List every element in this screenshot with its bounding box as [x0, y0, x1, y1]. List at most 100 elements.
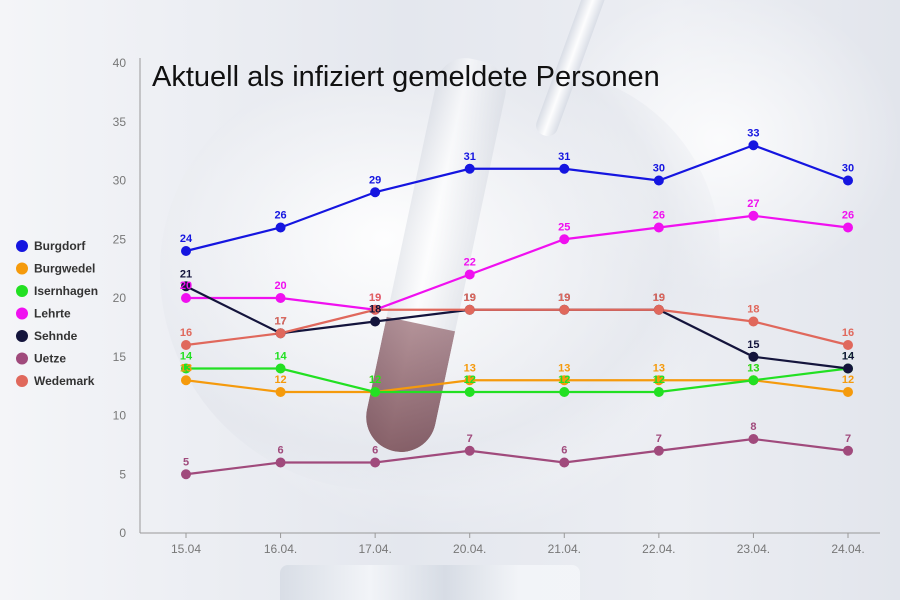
series-line-burgdorf [185, 144, 849, 253]
data-point [748, 140, 759, 151]
data-point [559, 387, 570, 397]
axes: 0 5 10 15 20 25 30 35 40 15.04 16.04. 17.04. 20.04. 2… [113, 56, 880, 556]
data-label: 7 [656, 433, 662, 445]
chart-title: Aktuell als infiziert gemeldete Personen [152, 61, 660, 93]
data-label: 8 [750, 421, 756, 433]
data-point [653, 222, 664, 233]
data-label: 12 [842, 374, 854, 386]
legend-label: Wedemark [34, 374, 95, 388]
x-tick-label: 17.04. [358, 542, 391, 556]
data-point [559, 304, 570, 315]
legend-label: Lehrte [34, 307, 71, 321]
legend-label: Isernhagen [34, 284, 98, 298]
x-tick-label: 21.04. [548, 542, 581, 556]
data-label: 6 [278, 445, 284, 457]
data-point [181, 363, 191, 374]
x-tick-label: 22.04. [642, 542, 675, 556]
series-line-wedemark [185, 308, 849, 347]
data-point [559, 234, 570, 245]
data-point [843, 363, 853, 374]
data-label: 33 [747, 127, 759, 139]
data-point [559, 163, 570, 174]
data-point [843, 445, 853, 456]
data-point [653, 445, 664, 456]
data-point [275, 457, 286, 468]
data-label: 7 [845, 433, 851, 445]
data-point [653, 304, 664, 315]
legend-label: Sehnde [34, 329, 78, 343]
data-label: 12 [653, 374, 665, 386]
data-label: 30 [842, 163, 854, 175]
y-tick-label: 40 [113, 56, 127, 70]
data-point [653, 375, 664, 386]
data-label: 26 [653, 210, 665, 222]
data-label: 19 [369, 292, 381, 304]
lab-bottles [280, 565, 580, 600]
data-point [370, 304, 381, 315]
data-point [748, 351, 759, 362]
x-tick-label: 15.04 [171, 542, 201, 556]
data-label: 26 [274, 210, 286, 222]
data-point [181, 375, 191, 386]
series-line-uetze [185, 437, 849, 476]
data-label: 13 [180, 362, 192, 374]
data-point [275, 293, 286, 303]
y-tick-label: 15 [113, 350, 127, 364]
data-label: 15 [747, 339, 759, 351]
data-point [748, 375, 759, 386]
data-point [843, 340, 853, 350]
legend-marker [16, 307, 28, 320]
legend-label: Uetze [34, 352, 66, 366]
data-label: 12 [464, 374, 476, 386]
data-point [748, 434, 759, 444]
data-label: 14 [180, 351, 193, 363]
data-label: 12 [274, 374, 286, 386]
data-label: 14 [842, 351, 855, 363]
data-point [181, 469, 191, 480]
legend-marker [16, 240, 28, 252]
data-label: 17 [274, 315, 286, 327]
series-line-burgwedel [185, 379, 849, 394]
y-tick-label: 30 [113, 174, 127, 188]
data-point [464, 269, 475, 280]
data-label: 18 [747, 304, 759, 316]
series-line-lehrte [186, 214, 849, 311]
data-point [843, 175, 853, 186]
legend: Burgdorf Burgwedel Isernhagen Lehrte Sehnde U… [16, 239, 98, 388]
y-tick-label: 0 [119, 526, 126, 540]
data-label: 17 [274, 315, 286, 327]
data-label: 13 [653, 362, 665, 374]
data-label: 12 [369, 374, 381, 386]
data-label: 14 [274, 351, 287, 363]
data-point [464, 163, 475, 174]
data-point [370, 387, 381, 397]
data-point [275, 363, 286, 374]
data-point [370, 316, 381, 327]
legend-marker [16, 262, 28, 275]
y-tick-label: 10 [113, 409, 127, 423]
data-label: 13 [747, 362, 759, 374]
data-label: 22 [464, 257, 476, 269]
data-label: 14 [842, 351, 855, 363]
data-point [275, 222, 286, 233]
data-point [843, 222, 853, 233]
x-tick-label: 16.04. [264, 542, 297, 556]
data-point [370, 457, 381, 468]
data-label: 29 [369, 174, 381, 186]
data-label: 5 [183, 456, 189, 468]
data-point [748, 316, 759, 327]
legend-marker [16, 285, 28, 297]
data-point [559, 457, 570, 468]
data-label: 19 [558, 292, 570, 304]
data-point [464, 445, 475, 456]
data-point [653, 387, 664, 397]
series-lines [185, 144, 849, 476]
data-label: 6 [372, 445, 378, 457]
data-label: 6 [561, 445, 567, 457]
data-label: 19 [464, 292, 476, 304]
data-point [275, 387, 286, 397]
data-point [748, 210, 759, 221]
data-label: 18 [369, 304, 381, 316]
data-point [559, 375, 570, 386]
